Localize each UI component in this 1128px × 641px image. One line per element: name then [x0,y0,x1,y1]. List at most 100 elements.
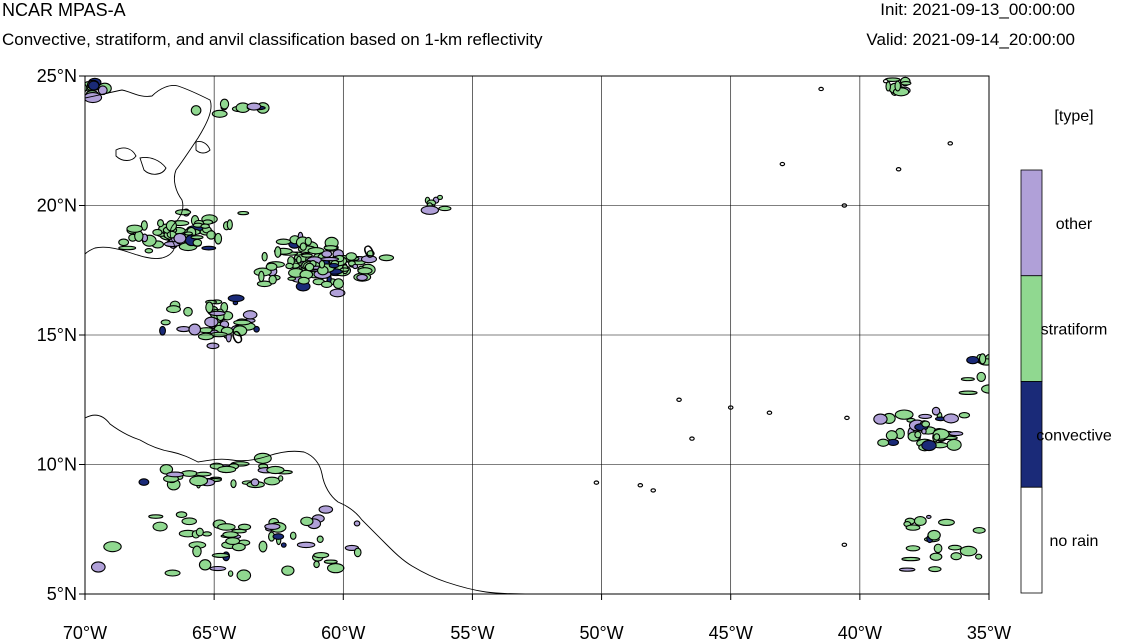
rain-cell [160,319,171,326]
rain-cell [304,262,315,272]
rain-cell [287,276,297,281]
rain-cell [913,515,927,526]
rain-cell-isolated [895,167,902,172]
lat-tick-label: 5°N [47,584,77,604]
valid-label: Valid: [866,30,908,49]
rain-cell [300,516,314,527]
rain-cell [189,475,209,487]
rain-cell [140,220,148,231]
rain-cell [877,438,890,447]
rain-cell [195,527,204,537]
rain-cell [887,438,899,447]
rain-cell [972,526,986,534]
rain-cell [88,80,100,91]
rain-cell [138,478,150,486]
rain-cell [356,273,368,282]
rain-cell [357,267,373,275]
rain-cell [206,342,220,350]
rain-cell [277,475,284,482]
rain-cell [297,276,310,285]
rain-cell-isolated [818,86,824,92]
rain-cell [118,245,137,251]
rain-cell [253,325,260,333]
rain-cell [360,255,378,264]
rain-cell [275,238,292,246]
rain-cell [85,83,88,93]
rain-cell [353,547,362,558]
rain-cell [165,220,177,232]
rain-cell [188,323,202,336]
rain-cell [894,409,914,420]
rain-cell-isolated [841,542,848,547]
rain-cell [263,476,281,486]
rain-cell [183,306,193,317]
rain-cell [211,109,228,118]
valid-value: 2021-09-14_20:00:00 [912,30,1075,49]
rain-cell [928,566,942,573]
precipitation-layer [85,76,989,582]
rain-cell [931,406,941,416]
init-label: Init: [880,0,908,19]
rain-cell [274,246,282,258]
rain-cell [299,242,307,251]
rain-cell-isolated [779,161,786,167]
rain-cell [339,267,350,272]
rain-cell [266,465,285,475]
rain-cell [152,521,168,532]
init-time: Init: 2021-09-13_00:00:00 [880,0,1075,20]
rain-cell [898,567,916,572]
rain-cell [209,310,226,317]
rain-cell [921,439,937,452]
rain-cell [318,259,326,269]
lat-tick-label: 20°N [37,196,77,216]
rain-cell [438,205,452,212]
rain-cell [209,565,227,572]
rain-cell-isolated [689,436,695,441]
rain-cell [301,253,313,258]
rain-cell [175,511,188,519]
rain-cell [296,541,316,549]
legend: [type] other stratiform convective no rain [1020,108,1112,594]
rain-cell [958,390,978,396]
rain-cell [296,255,302,264]
rain-cell [280,542,287,548]
rain-cell [921,420,931,428]
rain-cell [885,430,898,441]
rain-cell [929,552,943,561]
gridlines [85,76,989,594]
rain-cell [258,540,268,553]
rain-cell [258,270,265,283]
rain-cell [328,262,340,269]
island-small-3 [195,141,211,154]
rain-cell [905,545,921,552]
rain-cell [316,535,324,544]
axis-ticks: 70°W 65°W 60°W 55°W 50°W 45°W 40°W 35°W 5°N 10°N 1… [37,66,1011,641]
island-chain-outline [85,85,212,259]
rain-cell [345,252,358,261]
rain-cell-isolated [766,410,773,415]
rain-cell [914,430,922,439]
rain-cell [181,517,197,526]
rain-cell [227,570,234,577]
rain-cell [173,232,187,244]
legend-swatch-no-rain [1020,486,1043,594]
rain-cell [195,471,212,477]
rain-cell [950,552,962,561]
rain-cell [323,245,338,251]
rain-cell [320,280,333,288]
rain-cell [204,316,219,328]
lon-tick-label: 60°W [321,623,365,641]
rain-cell [894,80,902,92]
rain-cell [152,228,163,236]
rain-cell [873,413,888,425]
rain-cell [246,102,262,111]
rain-cell [927,529,941,541]
lat-tick-label: 15°N [37,325,77,345]
rain-cell [211,552,230,558]
rain-cell [219,98,230,110]
rain-cell [201,245,217,251]
rain-cell [437,194,444,201]
rain-cell [307,247,325,255]
rain-cell [126,224,143,233]
